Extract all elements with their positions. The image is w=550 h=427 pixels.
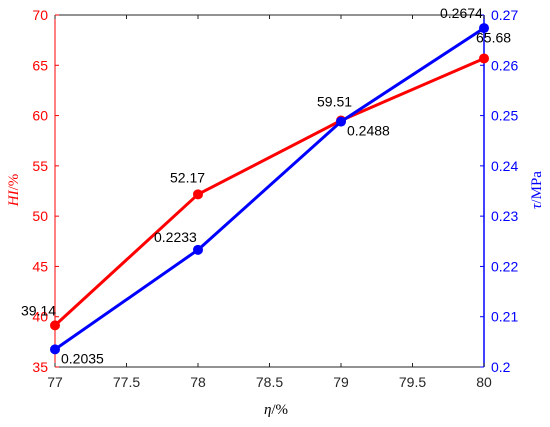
right-tick-label: 0.24 (491, 158, 518, 174)
left-data-label: 65.68 (476, 29, 511, 45)
right-data-label: 0.2233 (154, 229, 197, 245)
x-tick-label: 79.5 (399, 374, 426, 390)
data-labels-layer: 39.14 52.17 59.51 65.68 0.2035 0.2233 0.2488 0.… (21, 5, 511, 366)
left-axis-title: HI/% (6, 174, 22, 208)
tick-labels-layer: 77 77.5 78 78.5 79 79.5 8035404550556065700.20… (32, 7, 518, 390)
left-data-label: 52.17 (170, 169, 205, 185)
left-series-point (50, 320, 60, 331)
left-tick-label: 70 (32, 7, 48, 23)
x-tick-label: 79 (333, 374, 349, 390)
right-series-point (50, 344, 60, 355)
x-tick-label: 78.5 (256, 374, 283, 390)
right-data-label: 0.2674 (440, 5, 483, 21)
left-tick-label: 50 (32, 208, 48, 224)
right-axis-title: τ/MPa (529, 171, 545, 209)
x-tick-label: 77 (47, 374, 63, 390)
right-series-point (479, 23, 489, 34)
x-tick-label: 80 (476, 374, 492, 390)
right-tick-label: 0.2 (491, 359, 511, 375)
left-tick-label: 35 (32, 359, 48, 375)
axes-layer (54, 14, 485, 368)
left-series-point (479, 53, 489, 64)
right-tick-label: 0.22 (491, 258, 518, 274)
x-tick-label: 78 (190, 374, 206, 390)
left-series-point (193, 189, 203, 200)
right-tick-label: 0.23 (491, 208, 518, 224)
left-tick-label: 60 (32, 108, 48, 124)
left-series-line (53, 57, 485, 327)
left-tick-label: 55 (32, 158, 48, 174)
right-tick-label: 0.25 (491, 108, 518, 124)
right-tick-label: 0.27 (491, 7, 518, 23)
left-tick-label: 40 (32, 309, 48, 325)
right-series-point (336, 116, 346, 127)
right-series-line (54, 26, 485, 351)
right-data-label: 0.2488 (347, 123, 390, 139)
left-tick-label: 45 (32, 258, 48, 274)
x-tick-label: 77.5 (113, 374, 140, 390)
right-series-point (193, 244, 203, 255)
left-data-label: 59.51 (317, 93, 352, 109)
left-data-label: 39.14 (21, 302, 56, 318)
right-tick-label: 0.26 (491, 57, 518, 73)
right-data-label: 0.2035 (61, 350, 104, 366)
x-axis-title: η/% (264, 402, 288, 418)
right-tick-label: 0.21 (491, 309, 518, 325)
series-layer (50, 23, 489, 355)
left-tick-label: 65 (32, 57, 48, 73)
